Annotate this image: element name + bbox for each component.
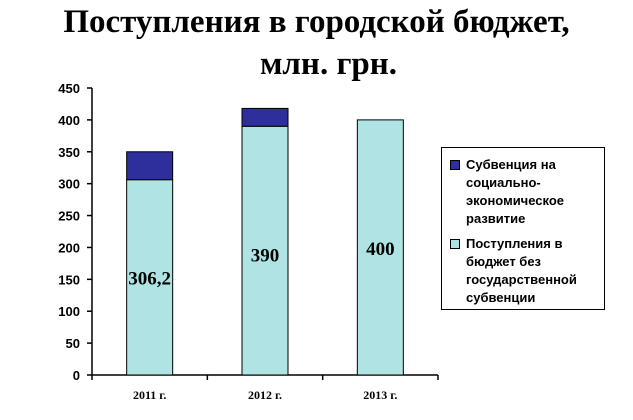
x-tick-label: 2013 г. <box>363 388 397 402</box>
legend-swatch-revenue <box>450 239 460 249</box>
axes: 0 50 100 150 200 250 300 350 400 450 2011 г. 2012 г… <box>58 81 439 402</box>
y-tick-label: 400 <box>58 113 80 128</box>
y-tick-label: 300 <box>58 177 80 192</box>
bar-subvention <box>241 107 289 127</box>
data-label: 400 <box>366 239 395 260</box>
y-tick-label: 200 <box>58 240 80 255</box>
legend-swatch-subvention <box>450 160 460 170</box>
bar-revenue <box>126 179 174 376</box>
y-tick-label: 350 <box>58 145 80 160</box>
chart-title-line-1: Поступления в городской бюджет, <box>63 4 570 40</box>
legend-label-revenue: Поступления в бюджет без государственной… <box>466 236 577 305</box>
legend: Субвенция на социально- экономическое ра… <box>441 147 605 310</box>
x-tick-label: 2012 г. <box>248 388 282 402</box>
legend-label-subvention: Субвенция на социально- экономическое ра… <box>466 157 565 226</box>
y-tick-label: 0 <box>73 368 80 383</box>
x-tick-label: 2011 г. <box>133 388 166 402</box>
data-label: 306,2 <box>128 268 171 289</box>
y-tick-label: 50 <box>66 336 80 351</box>
bar-revenue <box>356 119 404 376</box>
data-labels: 306,2 390 400 <box>128 239 394 289</box>
y-tick-label: 250 <box>58 209 80 224</box>
data-label: 390 <box>251 245 280 266</box>
y-tick-label: 450 <box>58 81 80 96</box>
chart-title-line-2: млн. грн. <box>259 46 398 82</box>
y-tick-label: 100 <box>58 304 80 319</box>
bar-subvention <box>126 151 174 181</box>
y-tick-label: 150 <box>58 272 80 287</box>
bar-revenue <box>241 125 289 376</box>
bars <box>126 107 404 376</box>
